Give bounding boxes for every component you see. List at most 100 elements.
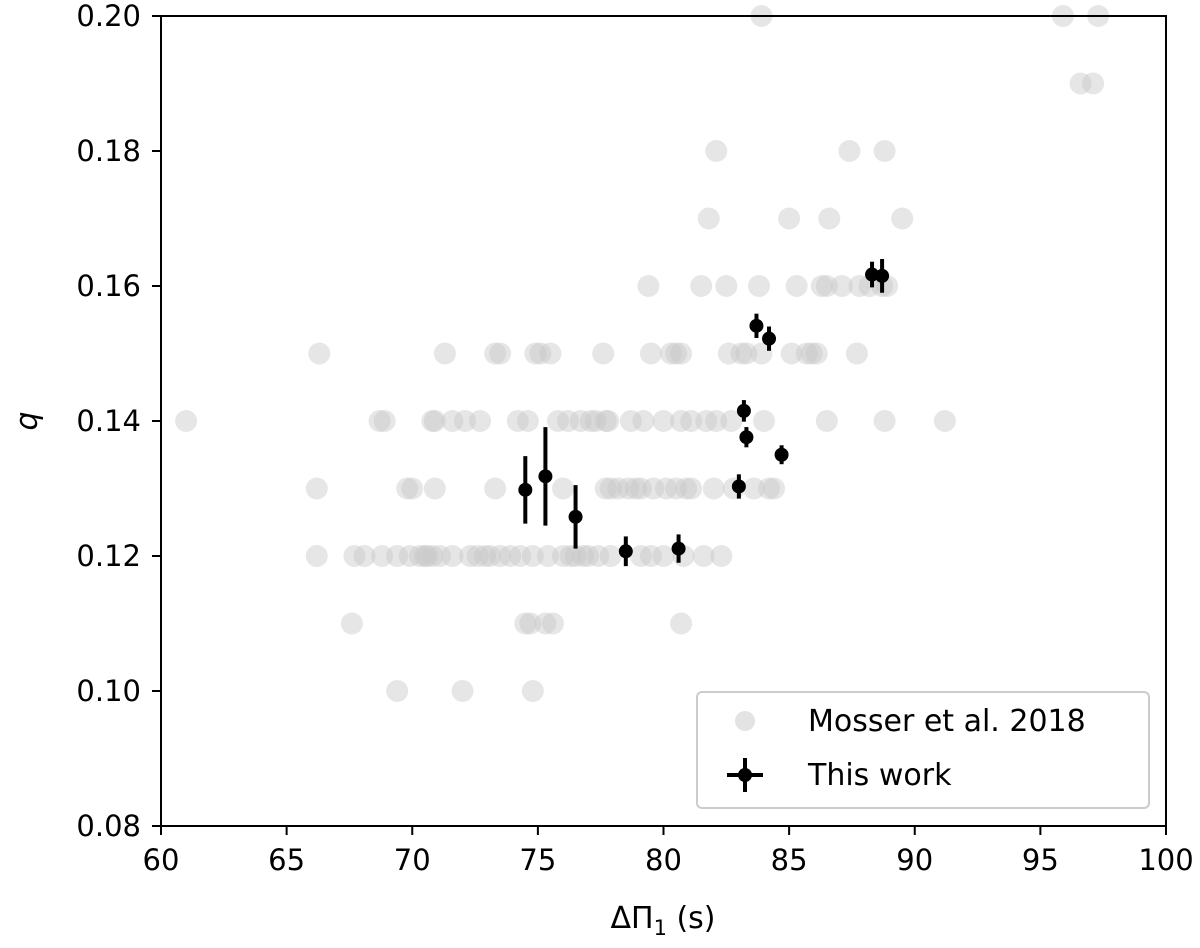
- mosser-point: [599, 545, 622, 567]
- point-marker: [538, 469, 553, 484]
- point-marker: [671, 541, 686, 556]
- mosser-point: [459, 545, 482, 567]
- mosser-point: [340, 612, 363, 635]
- mosser-point: [655, 477, 678, 500]
- mosser-point: [474, 545, 497, 567]
- mosser-point: [373, 410, 396, 432]
- mosser-point: [454, 410, 477, 432]
- mosser-point: [730, 342, 753, 365]
- x-tick-label: 70: [394, 843, 431, 877]
- mosser-point: [838, 140, 861, 162]
- mosser-point: [818, 207, 841, 230]
- mosser-point: [396, 477, 419, 500]
- mosser-point: [720, 410, 743, 432]
- mosser-point: [845, 342, 868, 365]
- mosser-point: [670, 410, 693, 432]
- mosser-point: [469, 410, 492, 432]
- point-marker: [875, 268, 890, 283]
- mosser-point: [579, 410, 602, 432]
- mosser-point: [552, 477, 574, 500]
- mosser-point: [572, 545, 595, 567]
- mosser-point: [652, 545, 675, 567]
- mosser-point: [421, 545, 444, 567]
- x-tick-label: 60: [143, 843, 180, 877]
- legend-this-work-label: This work: [807, 758, 952, 793]
- y-tick-label: 0.10: [76, 674, 141, 708]
- mosser-point: [629, 477, 652, 500]
- mosser-point: [416, 545, 439, 567]
- mosser-point: [484, 477, 507, 500]
- mosser-point: [401, 477, 424, 500]
- mosser-point: [569, 410, 592, 432]
- mosser-point: [624, 477, 647, 500]
- this-work-point: [749, 313, 764, 338]
- y-axis-label: q: [10, 411, 45, 430]
- mosser-point: [587, 545, 610, 567]
- mosser-point: [441, 410, 464, 432]
- mosser-point: [559, 545, 582, 567]
- mosser-point: [308, 342, 331, 365]
- this-work-point: [736, 400, 751, 422]
- mosser-point: [715, 275, 738, 297]
- y-tick-label: 0.08: [76, 809, 141, 843]
- mosser-point: [466, 545, 489, 567]
- mosser-point: [705, 140, 728, 162]
- mosser-point: [639, 342, 662, 365]
- mosser-point: [632, 410, 655, 432]
- mosser-point: [710, 545, 733, 567]
- mosser-point: [599, 477, 622, 500]
- mosser-point: [368, 410, 391, 432]
- mosser-point: [546, 410, 569, 432]
- y-tick-label: 0.16: [76, 269, 141, 303]
- mosser-point: [343, 545, 366, 567]
- mosser-point: [810, 275, 833, 297]
- mosser-point: [695, 410, 718, 432]
- mosser-point: [665, 342, 688, 365]
- mosser-point: [670, 342, 693, 365]
- mosser-point: [670, 612, 693, 635]
- mosser-point: [489, 545, 512, 567]
- y-tick-label: 0.20: [76, 0, 141, 33]
- mosser-point: [758, 477, 781, 500]
- mosser-point: [451, 680, 474, 702]
- this-work-point: [762, 326, 777, 351]
- x-axis-label: ΔΠ1 (s): [610, 901, 715, 940]
- mosser-point: [564, 545, 587, 567]
- mosser-point: [763, 477, 786, 500]
- mosser-point: [539, 342, 562, 365]
- this-work-point: [731, 474, 746, 499]
- mosser-point: [428, 545, 451, 567]
- mosser-point: [1069, 72, 1092, 95]
- mosser-point: [705, 410, 728, 432]
- x-tick-label: 80: [645, 843, 682, 877]
- mosser-point: [692, 545, 715, 567]
- legend-frame: [696, 691, 1150, 809]
- legend-this-work-marker: [727, 758, 763, 792]
- mosser-point: [607, 477, 630, 500]
- mosser-point: [629, 545, 652, 567]
- mosser-point: [750, 342, 773, 365]
- legend-mosser-marker: [735, 711, 755, 731]
- mosser-point: [423, 477, 446, 500]
- mosser-point: [848, 275, 871, 297]
- mosser-point: [933, 410, 956, 432]
- mosser-point: [594, 410, 617, 432]
- mosser-point: [423, 410, 446, 432]
- x-tick-label: 95: [1022, 843, 1059, 877]
- mosser-point: [305, 477, 328, 500]
- mosser-point: [800, 342, 823, 365]
- mosser-point: [519, 612, 542, 635]
- point-marker: [518, 482, 533, 497]
- mosser-point: [815, 410, 838, 432]
- mosser-point: [305, 545, 328, 567]
- this-work-point: [568, 485, 583, 549]
- mosser-point: [175, 410, 198, 432]
- mosser-point: [891, 207, 914, 230]
- mosser-point: [873, 140, 896, 162]
- mosser-points: [175, 5, 1110, 702]
- legend-mosser-label: Mosser et al. 2018: [808, 704, 1086, 739]
- mosser-point: [594, 477, 617, 500]
- mosser-point: [702, 477, 725, 500]
- point-marker: [731, 479, 746, 494]
- point-marker: [568, 509, 583, 524]
